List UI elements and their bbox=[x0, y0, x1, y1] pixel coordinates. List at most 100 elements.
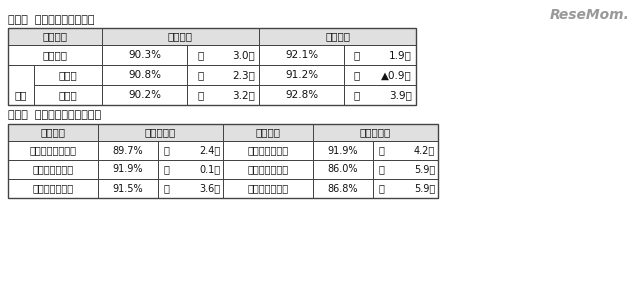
Bar bbox=[259, 45, 344, 65]
Text: （: （ bbox=[197, 70, 204, 80]
Bar bbox=[259, 28, 416, 45]
Text: 90.8%: 90.8% bbox=[128, 70, 161, 80]
Bar bbox=[187, 45, 259, 65]
Bar bbox=[8, 179, 98, 198]
Bar bbox=[102, 85, 187, 105]
Text: 3.9）: 3.9） bbox=[389, 90, 412, 100]
Bar bbox=[344, 65, 416, 85]
Text: 2.4）: 2.4） bbox=[199, 145, 220, 156]
Text: ReseMom.: ReseMom. bbox=[550, 8, 630, 22]
Text: 地　　域: 地 域 bbox=[255, 128, 280, 138]
Text: ▲0.9）: ▲0.9） bbox=[381, 70, 412, 80]
Text: 92.1%: 92.1% bbox=[285, 50, 318, 60]
Text: （: （ bbox=[354, 90, 360, 100]
Bar bbox=[98, 179, 158, 198]
Bar bbox=[102, 65, 187, 85]
Text: 4.2）: 4.2） bbox=[413, 145, 435, 156]
Text: 就職内定率: 就職内定率 bbox=[360, 128, 391, 138]
Bar bbox=[259, 65, 344, 85]
Bar bbox=[8, 124, 98, 141]
Bar bbox=[223, 124, 313, 141]
Text: 91.2%: 91.2% bbox=[285, 70, 318, 80]
Text: （: （ bbox=[379, 184, 385, 194]
Bar bbox=[8, 65, 34, 105]
Bar bbox=[223, 160, 313, 179]
Bar bbox=[34, 65, 102, 85]
Bar bbox=[259, 85, 344, 105]
Text: 91.5%: 91.5% bbox=[113, 184, 143, 194]
Bar bbox=[98, 124, 223, 141]
Text: 5.9）: 5.9） bbox=[413, 184, 435, 194]
Text: 関　東　地　区: 関 東 地 区 bbox=[33, 165, 74, 175]
Text: （: （ bbox=[197, 50, 204, 60]
Text: （: （ bbox=[354, 50, 360, 60]
Bar bbox=[158, 179, 223, 198]
Bar bbox=[259, 28, 416, 45]
Text: 国公立: 国公立 bbox=[59, 70, 77, 80]
Bar bbox=[8, 28, 102, 45]
Bar bbox=[313, 141, 373, 160]
Text: 地　　域: 地 域 bbox=[40, 128, 65, 138]
Bar bbox=[8, 160, 98, 179]
Text: 5.9）: 5.9） bbox=[413, 165, 435, 175]
Text: 九　州　地　区: 九 州 地 区 bbox=[248, 184, 289, 194]
Bar bbox=[158, 160, 223, 179]
Bar bbox=[313, 160, 373, 179]
Bar bbox=[313, 179, 373, 198]
Bar bbox=[344, 85, 416, 105]
Text: 大　　学: 大 学 bbox=[42, 50, 67, 60]
Text: 文　　系: 文 系 bbox=[168, 32, 193, 42]
Text: 3.6）: 3.6） bbox=[199, 184, 220, 194]
Text: （: （ bbox=[164, 184, 170, 194]
Text: 中　部　地　区: 中 部 地 区 bbox=[33, 184, 74, 194]
Text: 北海道・東北地区: 北海道・東北地区 bbox=[29, 145, 77, 156]
Bar bbox=[344, 45, 416, 65]
Bar bbox=[313, 124, 438, 141]
Bar bbox=[8, 124, 438, 198]
Text: 91.9%: 91.9% bbox=[328, 145, 358, 156]
Text: 区　　分: 区 分 bbox=[42, 32, 67, 42]
Bar bbox=[8, 141, 98, 160]
Bar bbox=[102, 28, 259, 45]
Bar bbox=[8, 28, 102, 45]
Text: うち: うち bbox=[15, 90, 28, 100]
Text: 86.8%: 86.8% bbox=[328, 184, 358, 194]
Text: 私　立: 私 立 bbox=[59, 90, 77, 100]
Bar bbox=[102, 28, 259, 45]
Text: （: （ bbox=[379, 145, 385, 156]
Bar bbox=[8, 28, 416, 105]
Text: （: （ bbox=[197, 90, 204, 100]
Bar bbox=[98, 141, 158, 160]
Bar bbox=[187, 85, 259, 105]
Bar bbox=[8, 45, 102, 65]
Bar bbox=[98, 160, 158, 179]
Text: 2.3）: 2.3） bbox=[232, 70, 255, 80]
Text: 就職内定率: 就職内定率 bbox=[145, 128, 176, 138]
Text: 理　　系: 理 系 bbox=[325, 32, 350, 42]
Bar bbox=[313, 124, 438, 141]
Bar bbox=[187, 65, 259, 85]
Bar bbox=[223, 124, 313, 141]
Text: ［大学  文理別就職内定率］: ［大学 文理別就職内定率］ bbox=[8, 15, 95, 25]
Bar bbox=[158, 141, 223, 160]
Text: 3.2）: 3.2） bbox=[232, 90, 255, 100]
Text: 90.3%: 90.3% bbox=[128, 50, 161, 60]
Text: 90.2%: 90.2% bbox=[128, 90, 161, 100]
Text: （: （ bbox=[379, 165, 385, 175]
Bar bbox=[223, 179, 313, 198]
Bar bbox=[223, 141, 313, 160]
Text: （: （ bbox=[164, 145, 170, 156]
Bar bbox=[98, 124, 223, 141]
Text: 近　畿　地　区: 近 畿 地 区 bbox=[248, 145, 289, 156]
Text: 92.8%: 92.8% bbox=[285, 90, 318, 100]
Text: 中国・四国地区: 中国・四国地区 bbox=[248, 165, 289, 175]
Text: ［大学  地域別就職内定状況］: ［大学 地域別就職内定状況］ bbox=[8, 110, 101, 120]
Bar bbox=[373, 141, 438, 160]
Bar bbox=[373, 160, 438, 179]
Bar bbox=[102, 45, 187, 65]
Text: 3.0）: 3.0） bbox=[232, 50, 255, 60]
Text: 0.1）: 0.1） bbox=[199, 165, 220, 175]
Text: 1.9）: 1.9） bbox=[389, 50, 412, 60]
Text: （: （ bbox=[164, 165, 170, 175]
Bar bbox=[8, 124, 98, 141]
